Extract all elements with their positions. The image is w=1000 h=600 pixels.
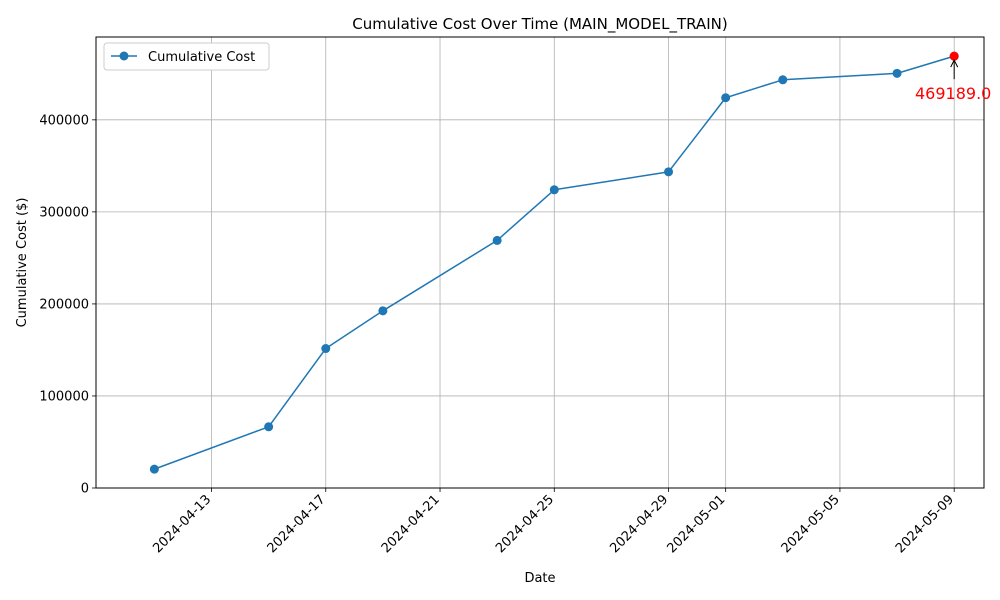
data-point bbox=[664, 167, 674, 177]
legend: Cumulative Cost bbox=[103, 42, 270, 71]
series-layer bbox=[149, 51, 959, 474]
data-point bbox=[378, 306, 388, 316]
data-point bbox=[778, 75, 788, 85]
legend-label: Cumulative Cost bbox=[148, 50, 255, 65]
x-axis-label: Date bbox=[524, 571, 555, 586]
data-point bbox=[892, 68, 902, 78]
y-tick-label: 0 bbox=[81, 482, 89, 497]
data-point bbox=[492, 235, 502, 245]
y-tick-label: 400000 bbox=[39, 113, 89, 128]
annotation: 469189.0 bbox=[915, 51, 991, 103]
y-tick-label: 300000 bbox=[39, 205, 89, 220]
plot-area-frame bbox=[95, 36, 985, 489]
y-tick-label: 200000 bbox=[39, 297, 89, 312]
data-point bbox=[321, 344, 331, 354]
data-point bbox=[264, 422, 274, 432]
data-point bbox=[149, 464, 159, 474]
chart-title: Cumulative Cost Over Time (MAIN_MODEL_TR… bbox=[352, 15, 727, 34]
annotation-marker bbox=[949, 51, 959, 61]
y-tick-label: 100000 bbox=[39, 389, 89, 404]
y-axis-label: Cumulative Cost ($) bbox=[15, 198, 30, 328]
data-point bbox=[549, 185, 559, 195]
annotation-arrow-head bbox=[950, 59, 959, 68]
legend-marker-swatch bbox=[119, 51, 129, 61]
data-point bbox=[721, 93, 731, 103]
annotation-label: 469189.0 bbox=[915, 84, 991, 103]
legend-box bbox=[103, 42, 270, 71]
y-axis-ticks: 0 100000 200000 300000 400000 bbox=[39, 113, 96, 497]
